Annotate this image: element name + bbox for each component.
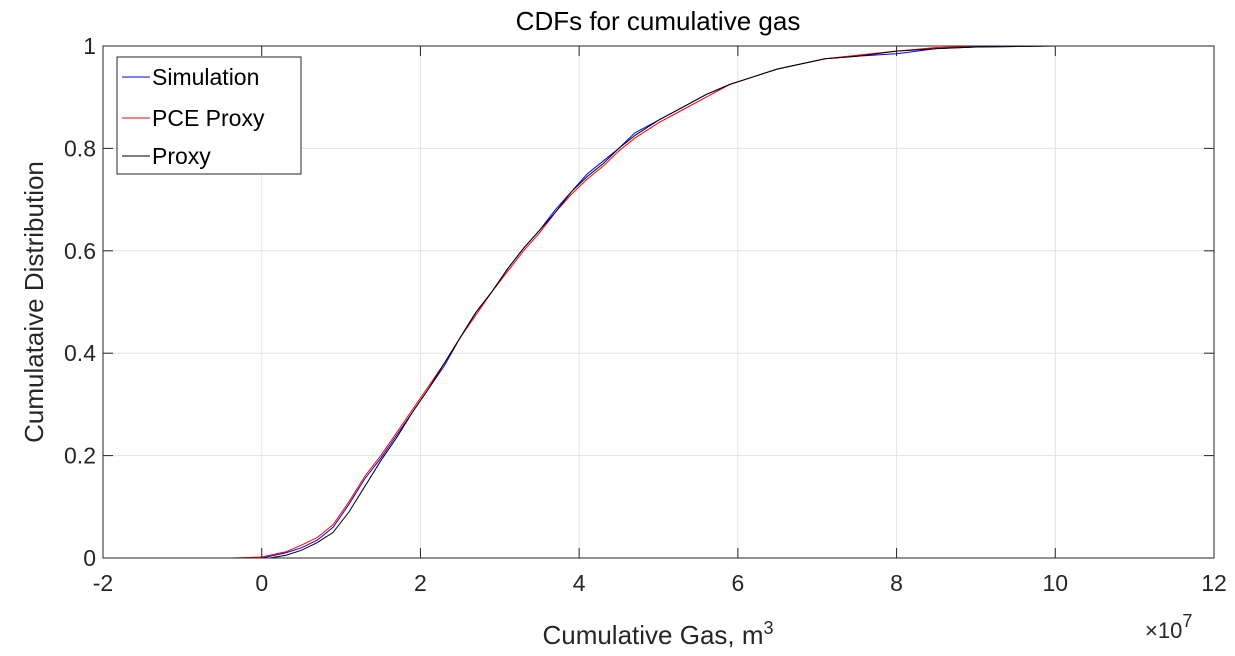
y-tick-labels: 0 0.2 0.4 0.6 0.8 1 <box>64 33 96 571</box>
series-layer <box>229 45 1159 559</box>
x-axis-multiplier: ×107 <box>1145 611 1192 643</box>
chart-title: CDFs for cumulative gas <box>516 6 801 36</box>
x-axis-title-superscript: 3 <box>764 618 774 638</box>
x-axis-multiplier-base: ×10 <box>1145 618 1182 643</box>
legend: Simulation PCE Proxy Proxy <box>116 56 302 175</box>
y-tick-label: 0.8 <box>64 135 96 161</box>
x-tick-label: 8 <box>890 570 903 596</box>
y-axis-title: Cumulataive Distribution <box>19 161 49 443</box>
x-tick-label: 10 <box>1042 570 1068 596</box>
tick-marks <box>102 45 1215 559</box>
series-line-proxy <box>269 45 1056 559</box>
y-tick-label: 1 <box>83 33 96 59</box>
x-tick-label: 12 <box>1201 570 1227 596</box>
x-tick-label: 4 <box>573 570 586 596</box>
y-tick-label: 0.4 <box>64 340 96 366</box>
x-tick-label: 6 <box>731 570 744 596</box>
legend-label-proxy: Proxy <box>152 143 211 169</box>
legend-label-simulation: Simulation <box>152 64 259 90</box>
y-tick-label: 0.6 <box>64 238 96 264</box>
y-tick-label: 0 <box>83 545 96 571</box>
x-axis-title-base: Cumulative Gas, m <box>542 620 763 650</box>
x-tick-label: 0 <box>255 570 268 596</box>
x-tick-label: -2 <box>93 570 113 596</box>
plot-frame <box>102 45 1215 559</box>
x-tick-labels: -2 0 2 4 6 8 10 12 <box>93 570 1227 596</box>
x-tick-label: 2 <box>414 570 427 596</box>
x-axis-title: Cumulative Gas, m3 <box>542 618 773 650</box>
legend-label-pce-proxy: PCE Proxy <box>152 105 265 131</box>
y-tick-label: 0.2 <box>64 443 96 469</box>
x-axis-multiplier-exponent: 7 <box>1182 611 1192 631</box>
